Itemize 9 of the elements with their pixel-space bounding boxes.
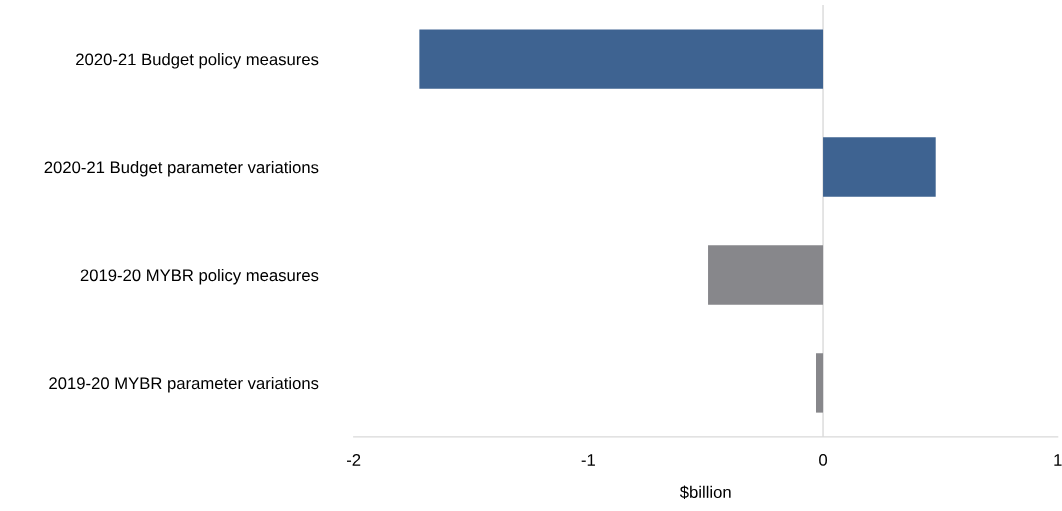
y-tick-label: 2019-20 MYBR parameter variations — [49, 376, 319, 393]
y-tick-label: 2020-21 Budget policy measures — [76, 53, 319, 69]
y-tick-label: 2019-20 MYBR policy measures — [80, 268, 319, 285]
x-tick-label: -1 — [581, 454, 595, 466]
x-tick-label: 0 — [819, 454, 828, 466]
x-tick-label: -2 — [346, 454, 361, 466]
x-axis-title: $billion — [679, 485, 731, 500]
y-tick-label: 2020-21 Budget parameter variations — [44, 160, 319, 177]
x-tick-label: 1 — [1054, 454, 1062, 466]
